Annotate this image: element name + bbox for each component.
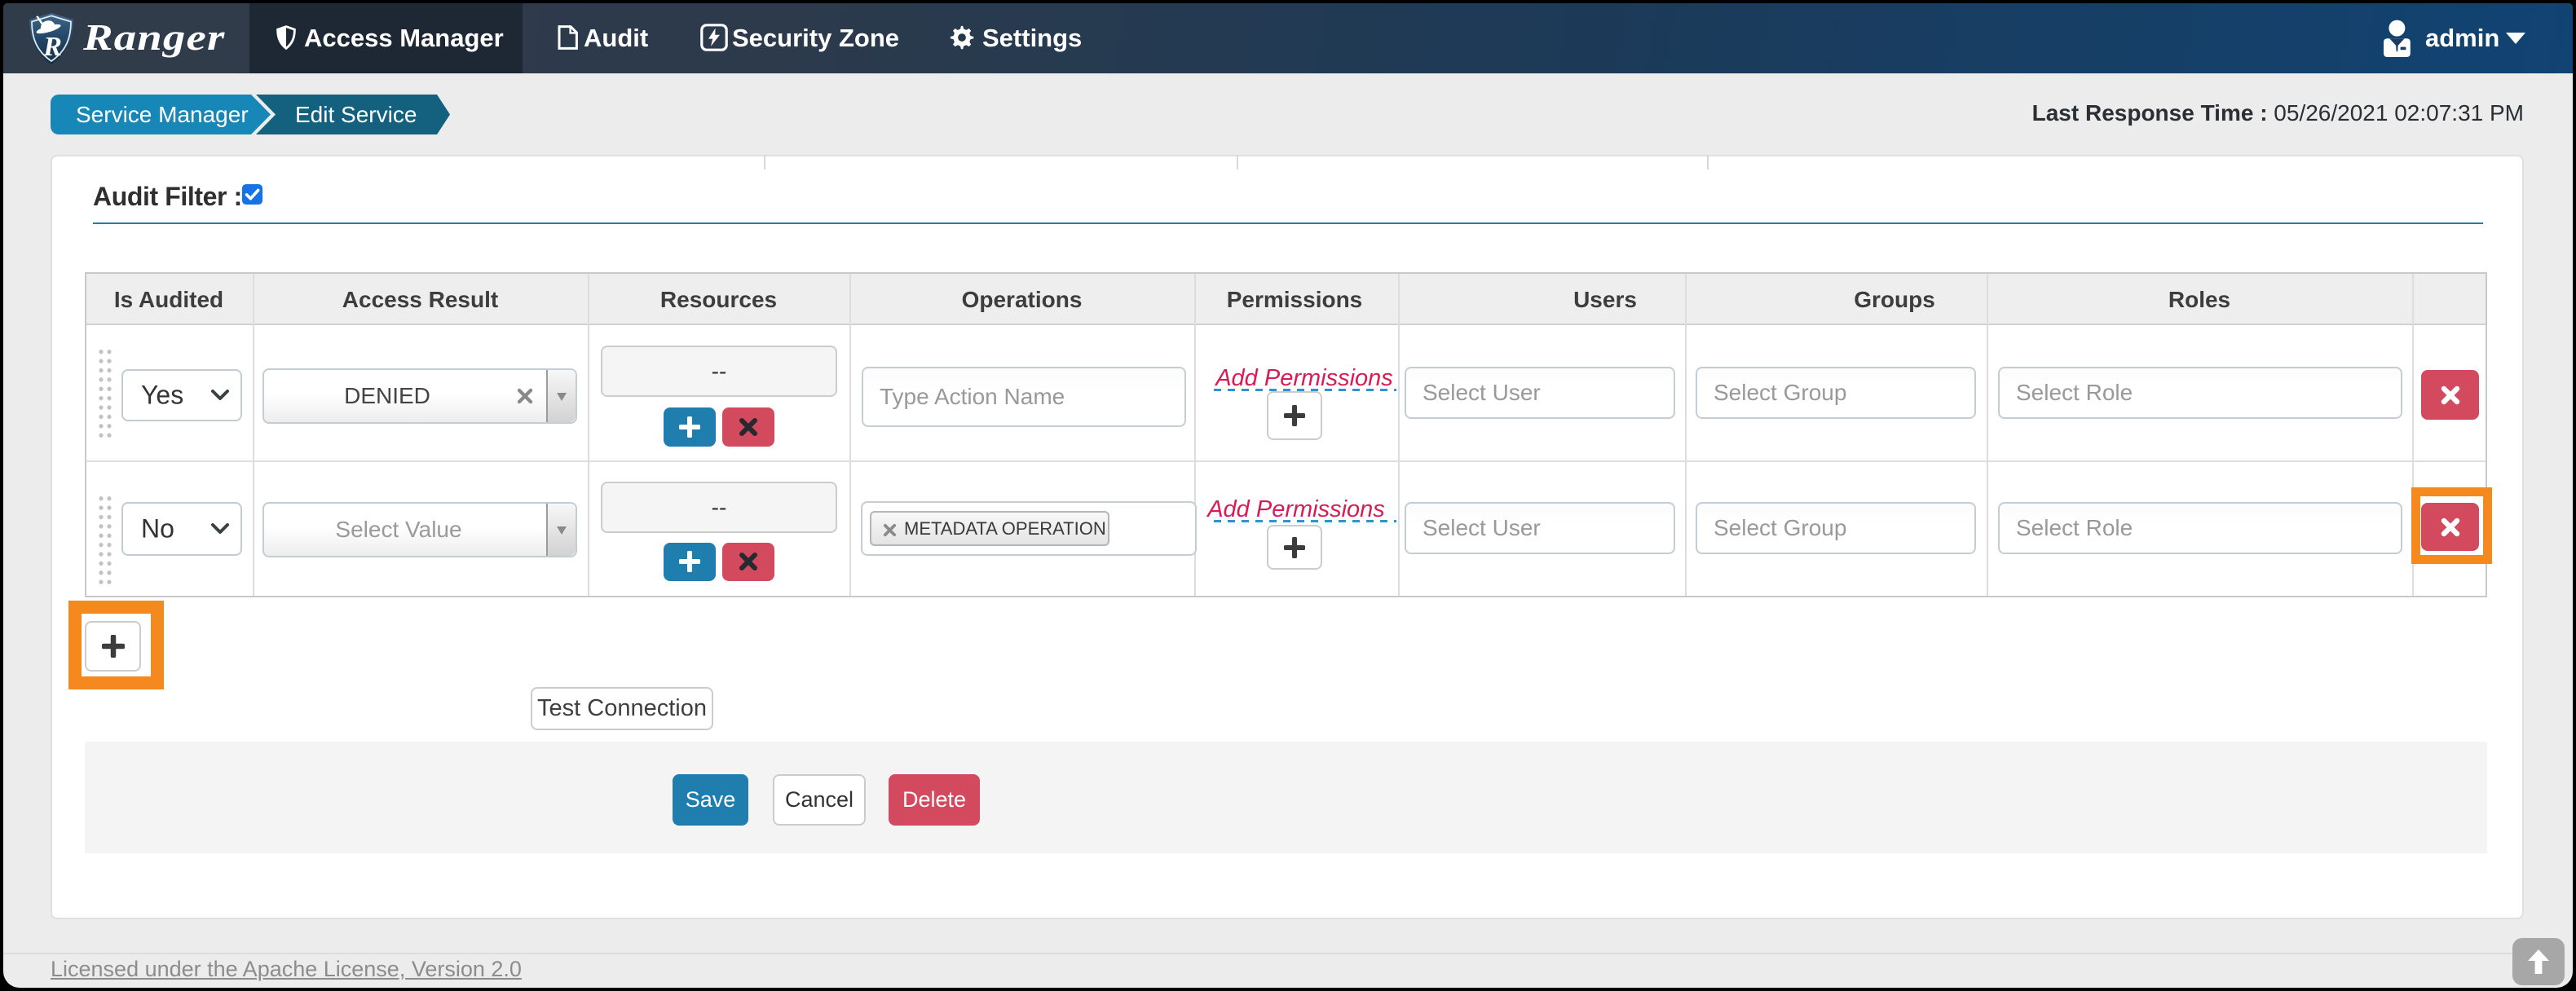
svg-text:R: R <box>42 32 62 62</box>
